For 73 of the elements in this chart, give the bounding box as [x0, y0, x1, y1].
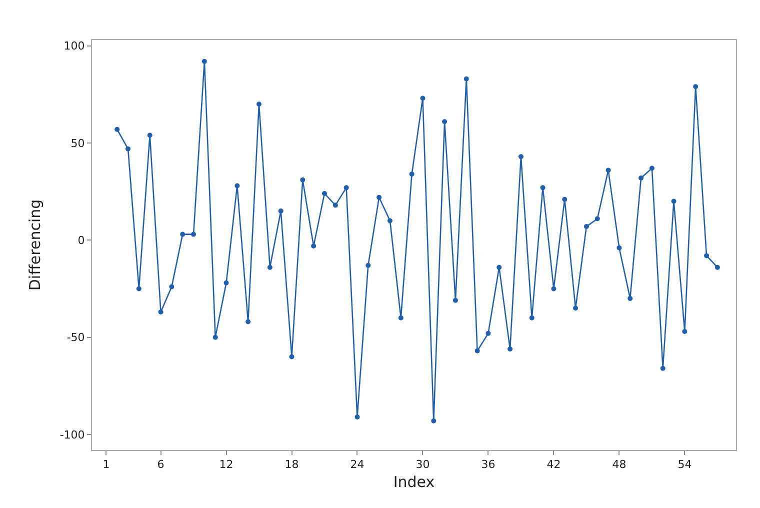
- x-tick-label: 1: [102, 458, 110, 472]
- point: [366, 262, 371, 268]
- point: [126, 146, 131, 152]
- point: [311, 243, 316, 248]
- point: [332, 202, 338, 208]
- point: [442, 119, 448, 124]
- point: [594, 216, 600, 222]
- point: [464, 76, 469, 82]
- x-axis-title: Index: [393, 473, 435, 492]
- y-tick-label: -100: [60, 428, 85, 442]
- point: [114, 126, 120, 132]
- point: [452, 298, 458, 303]
- point: [529, 315, 534, 320]
- x-tick-label: 48: [612, 458, 626, 472]
- point: [158, 310, 164, 315]
- point: [387, 218, 392, 224]
- point: [256, 102, 262, 107]
- y-tick-label: 0: [78, 234, 85, 247]
- point: [693, 84, 698, 90]
- point: [289, 354, 294, 360]
- point: [224, 280, 229, 286]
- point: [638, 175, 644, 180]
- point: [169, 284, 174, 290]
- point: [573, 306, 578, 311]
- point: [246, 319, 251, 324]
- point: [518, 154, 524, 160]
- point: [202, 58, 207, 64]
- point: [136, 286, 142, 292]
- point: [354, 414, 360, 420]
- point: [212, 334, 218, 340]
- point: [278, 208, 284, 214]
- point: [606, 168, 611, 173]
- point: [496, 264, 502, 270]
- point: [420, 96, 426, 101]
- y-tick-label: -50: [66, 331, 85, 344]
- y-tick-label: 50: [70, 136, 85, 150]
- point: [486, 330, 491, 336]
- point: [628, 296, 633, 301]
- x-tick-label: 42: [546, 458, 561, 472]
- point: [180, 232, 186, 237]
- x-tick-label: 12: [219, 458, 234, 472]
- point: [508, 346, 513, 352]
- point: [584, 224, 589, 230]
- y-tick-label: 100: [64, 40, 85, 53]
- point: [660, 366, 666, 371]
- point: [409, 172, 414, 177]
- point: [234, 183, 240, 188]
- point: [376, 194, 382, 200]
- point: [267, 264, 272, 270]
- x-tick-label: 18: [284, 458, 299, 472]
- point: [704, 253, 710, 258]
- x-tick-label: 6: [157, 458, 164, 472]
- point: [671, 198, 676, 204]
- point: [562, 196, 568, 202]
- point: [322, 191, 327, 196]
- point: [300, 177, 306, 182]
- point: [649, 166, 654, 171]
- x-tick-label: 54: [678, 458, 692, 472]
- x-tick-label: 24: [350, 458, 364, 472]
- point: [682, 328, 688, 334]
- point: [714, 264, 720, 270]
- point: [540, 185, 546, 190]
- point: [474, 348, 480, 354]
- point: [147, 132, 152, 138]
- point: [398, 315, 404, 320]
- point: [431, 418, 436, 424]
- x-tick-label: 30: [416, 458, 430, 472]
- y-axis-title: Differencing: [26, 199, 44, 291]
- point: [551, 286, 556, 292]
- x-tick-label: 36: [481, 458, 496, 472]
- point: [616, 245, 622, 250]
- point: [344, 185, 349, 190]
- point: [191, 232, 196, 237]
